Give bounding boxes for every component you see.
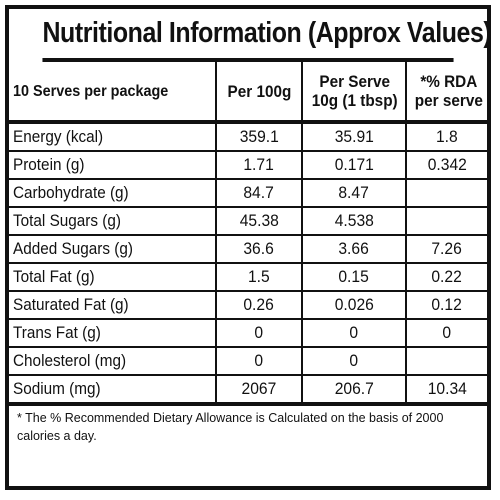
nutrient-name: Cholesterol (mg) [9,346,217,376]
nutrient-name: Sodium (mg) [9,374,217,404]
nutrient-name: Total Fat (g) [9,262,217,292]
value-per-100g: 45.38 [215,206,303,236]
value-rda: 7.26 [405,234,487,264]
table-row: Sodium (mg) 2067 206.7 10.34 [9,374,487,404]
header-rda-line1: *% RDA [420,72,478,91]
value-per-serve: 3.66 [301,234,407,264]
header-per-serve-line2: 10g (1 tbsp) [311,91,398,110]
value-per-100g: 84.7 [215,178,303,208]
value-rda [405,206,487,236]
value-rda: 0.12 [405,290,487,320]
nutrient-name: Protein (g) [9,150,217,180]
table-row: Cholesterol (mg) 0 0 [9,346,487,376]
header-per-serve: Per Serve 10g (1 tbsp) [301,62,407,124]
nutrient-name: Saturated Fat (g) [9,290,217,320]
value-per-serve: 0.026 [301,290,407,320]
nutrient-name: Carbohydrate (g) [9,178,217,208]
nutrition-facts-panel: Nutritional Information (Approx Values) … [5,5,492,490]
value-per-serve: 0.15 [301,262,407,292]
value-per-100g: 36.6 [215,234,303,264]
table-row: Protein (g) 1.71 0.171 0.342 [9,150,487,180]
value-per-100g: 1.71 [215,150,303,180]
nutrient-name: Total Sugars (g) [9,206,217,236]
table-row: Total Fat (g) 1.5 0.15 0.22 [9,262,487,292]
panel-title: Nutritional Information (Approx Values) [42,9,492,62]
nutrient-name: Energy (kcal) [9,121,217,152]
nutrient-name: Added Sugars (g) [9,234,217,264]
value-per-serve: 0 [301,346,407,376]
table-row: Energy (kcal) 359.1 35.91 1.8 [9,121,487,152]
value-per-100g: 0.26 [215,290,303,320]
value-per-serve: 206.7 [301,374,407,404]
value-rda [405,346,487,376]
value-per-serve: 4.538 [301,206,407,236]
value-per-100g: 0 [215,346,303,376]
table-row: Total Sugars (g) 45.38 4.538 [9,206,487,236]
value-rda: 0.22 [405,262,487,292]
value-per-100g: 0 [215,318,303,348]
value-per-100g: 359.1 [215,121,303,152]
value-rda: 1.8 [405,121,487,152]
value-per-serve: 35.91 [301,121,407,152]
header-rda-line2: per serve [414,91,483,110]
table-row: Added Sugars (g) 36.6 3.66 7.26 [9,234,487,264]
value-per-serve: 0.171 [301,150,407,180]
value-per-serve: 8.47 [301,178,407,208]
table-row: Carbohydrate (g) 84.7 8.47 [9,178,487,208]
header-row: 10 Serves per package Per 100g Per Serve… [9,62,487,124]
table-row: Trans Fat (g) 0 0 0 [9,318,487,348]
nutrient-name: Trans Fat (g) [9,318,217,348]
rda-footnote: * The % Recommended Dietary Allowance is… [9,404,487,445]
value-per-serve: 0 [301,318,407,348]
value-rda [405,178,487,208]
nutrition-table: 10 Serves per package Per 100g Per Serve… [9,62,487,404]
value-rda: 10.34 [405,374,487,404]
value-rda: 0 [405,318,487,348]
header-per-serve-line1: Per Serve [319,72,390,91]
value-rda: 0.342 [405,150,487,180]
value-per-100g: 1.5 [215,262,303,292]
header-serves-per-package: 10 Serves per package [9,62,217,124]
value-per-100g: 2067 [215,374,303,404]
header-rda: *% RDA per serve [405,62,487,124]
header-per-100g: Per 100g [215,62,303,124]
table-row: Saturated Fat (g) 0.26 0.026 0.12 [9,290,487,320]
